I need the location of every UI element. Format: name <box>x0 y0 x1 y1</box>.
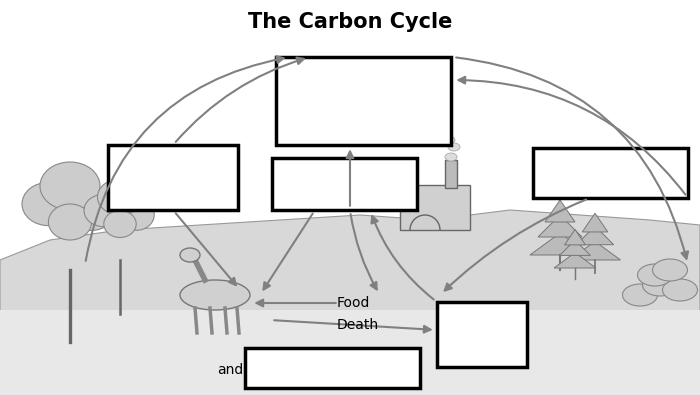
Polygon shape <box>554 252 596 268</box>
Ellipse shape <box>638 264 673 286</box>
Polygon shape <box>530 233 590 255</box>
Polygon shape <box>582 213 608 232</box>
Bar <box>400 185 470 230</box>
Ellipse shape <box>84 194 124 227</box>
Bar <box>445 160 457 188</box>
Ellipse shape <box>445 153 457 161</box>
Polygon shape <box>576 226 614 245</box>
Ellipse shape <box>97 179 143 215</box>
Polygon shape <box>559 240 590 256</box>
Bar <box>272 158 417 210</box>
Text: Food: Food <box>337 296 370 310</box>
Polygon shape <box>0 210 700 395</box>
Bar <box>108 145 238 210</box>
Ellipse shape <box>643 274 678 296</box>
Bar <box>276 57 451 145</box>
Ellipse shape <box>118 200 154 230</box>
Ellipse shape <box>652 259 687 281</box>
Polygon shape <box>0 310 700 395</box>
Ellipse shape <box>22 182 75 226</box>
Ellipse shape <box>104 211 136 237</box>
Text: Death: Death <box>337 318 379 332</box>
Polygon shape <box>570 241 620 260</box>
Polygon shape <box>538 215 582 237</box>
Ellipse shape <box>40 162 100 210</box>
Ellipse shape <box>443 136 455 144</box>
Ellipse shape <box>622 284 657 306</box>
Bar <box>245 348 420 388</box>
Bar <box>437 302 527 367</box>
Text: The Carbon Cycle: The Carbon Cycle <box>248 12 452 32</box>
Ellipse shape <box>662 279 697 301</box>
Polygon shape <box>545 200 575 222</box>
Ellipse shape <box>68 190 116 230</box>
Bar <box>533 148 688 198</box>
Text: and: and <box>217 363 243 377</box>
Ellipse shape <box>448 143 460 151</box>
Ellipse shape <box>180 248 200 262</box>
Polygon shape <box>564 229 585 245</box>
Ellipse shape <box>48 204 92 240</box>
Ellipse shape <box>180 280 250 310</box>
